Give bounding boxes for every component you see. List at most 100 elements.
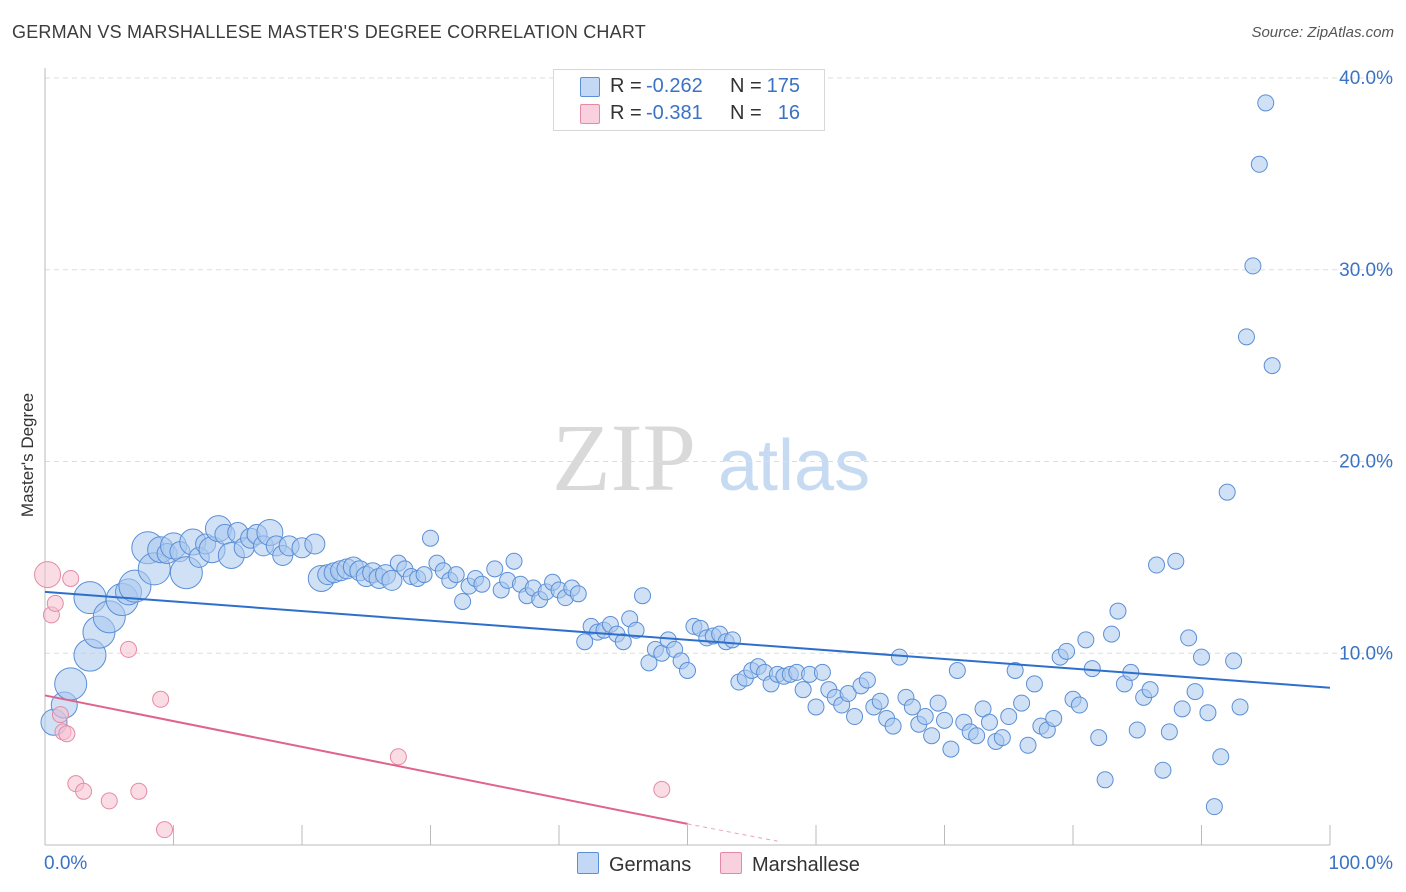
point-germans [923, 727, 941, 745]
point-germans [1019, 736, 1037, 754]
trend-line-germans [44, 590, 1331, 689]
legend-r-label: R = [610, 75, 642, 97]
point-germans [813, 663, 831, 681]
point-germans [473, 575, 491, 593]
point-marshallese [62, 569, 80, 587]
point-germans [614, 633, 632, 651]
point-germans [794, 681, 812, 699]
point-germans [1013, 694, 1031, 712]
point-germans [1148, 556, 1166, 574]
y-tick-label: 30.0% [1339, 260, 1393, 281]
watermark: ZIP atlas [552, 404, 870, 511]
point-germans [942, 740, 960, 758]
point-germans [447, 566, 465, 584]
bottom-legend-label-germans: Germans [609, 854, 692, 876]
point-germans [807, 698, 825, 716]
legend-row-marshallese: R = -0.381 N = 16 [554, 100, 824, 128]
source-label: Source: ZipAtlas.com [1251, 24, 1394, 41]
bottom-legend-swatch-marshallese [720, 852, 742, 874]
y-tick-label: 40.0% [1339, 68, 1393, 89]
point-germans [415, 566, 433, 584]
legend-n-label: N = [730, 75, 762, 97]
point-germans [679, 662, 696, 680]
point-germans [422, 529, 439, 547]
point-germans [505, 552, 523, 570]
point-germans [1058, 642, 1076, 660]
point-germans [569, 585, 587, 603]
point-germans [1083, 660, 1101, 678]
point-germans [1000, 708, 1018, 726]
point-marshallese [58, 725, 76, 743]
point-germans [980, 713, 998, 731]
point-germans [993, 729, 1011, 747]
legend-r-value: -0.381 [646, 102, 703, 124]
x-tick-label-start: 0.0% [44, 853, 87, 874]
legend-r-value: -0.262 [646, 75, 703, 97]
point-germans [1231, 698, 1249, 716]
bottom-legend-label-marshallese: Marshallese [752, 854, 860, 876]
point-germans [936, 711, 953, 729]
point-germans [1160, 723, 1178, 741]
point-marshallese [653, 780, 671, 798]
point-germans [916, 708, 934, 726]
point-germans [1096, 771, 1114, 789]
point-germans [871, 692, 889, 710]
legend-n-label: N = [730, 102, 762, 124]
point-germans [1212, 748, 1230, 766]
point-marshallese [46, 594, 64, 612]
point-germans [1006, 662, 1024, 680]
point-germans [1244, 257, 1262, 275]
point-germans [1109, 602, 1127, 620]
point-germans [634, 587, 652, 605]
point-germans [846, 708, 864, 726]
watermark-atlas: atlas [718, 426, 870, 506]
point-germans [1193, 648, 1210, 666]
trend-line-marshallese-extension [687, 823, 778, 842]
point-germans [1180, 629, 1198, 647]
point-germans [1186, 683, 1204, 701]
point-germans [486, 560, 504, 578]
point-marshallese [130, 782, 148, 800]
point-germans [929, 694, 947, 712]
point-germans [1090, 729, 1108, 747]
point-germans [1237, 328, 1255, 346]
point-germans [903, 698, 921, 716]
trend-lines [44, 590, 1331, 842]
point-germans [891, 648, 909, 666]
point-germans [1103, 625, 1121, 643]
point-germans [723, 631, 741, 649]
point-germans [1205, 798, 1223, 816]
trend-line-marshallese [44, 694, 688, 825]
point-germans [1199, 704, 1217, 722]
point-germans [1257, 94, 1275, 112]
legend-box: R = -0.262 N = 175 R = -0.381 N = 16 [553, 69, 825, 131]
point-germans [839, 685, 857, 703]
point-germans [1070, 696, 1088, 714]
point-germans [54, 667, 88, 701]
point-germans [1218, 483, 1236, 501]
point-germans [1173, 700, 1191, 718]
point-germans [884, 717, 902, 735]
legend-n-value: 175 [766, 75, 800, 97]
bottom-legend-germans: Germans [577, 852, 691, 877]
point-germans [1154, 761, 1172, 779]
bottom-legend-swatch-germans [577, 852, 599, 874]
legend-row-germans: R = -0.262 N = 175 [554, 73, 824, 101]
chart-title: GERMAN VS MARSHALLESE MASTER'S DEGREE CO… [12, 22, 646, 42]
point-germans [1263, 357, 1281, 375]
y-axis-label: Master's Degree [18, 393, 37, 517]
bottom-legend-marshallese: Marshallese [720, 852, 860, 877]
legend-r-label: R = [610, 102, 642, 124]
point-germans [576, 633, 594, 651]
x-tick-label-end: 100.0% [1329, 853, 1394, 874]
point-germans [627, 621, 645, 639]
point-marshallese [100, 792, 118, 810]
point-germans [1045, 709, 1063, 727]
point-germans [1025, 675, 1043, 693]
point-marshallese [152, 690, 170, 708]
point-germans [1250, 155, 1268, 173]
point-marshallese [156, 821, 174, 839]
point-germans [1141, 681, 1159, 699]
legend-swatch-germans [580, 77, 600, 97]
